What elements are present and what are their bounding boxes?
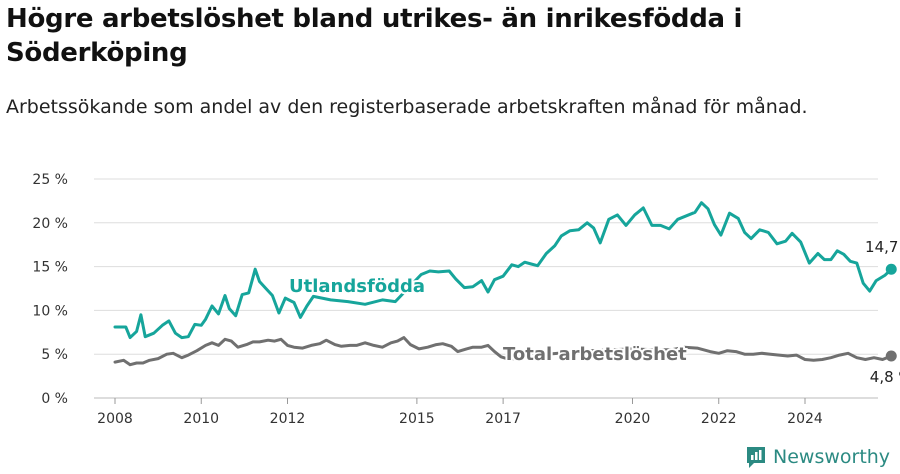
total-end-value: 4,8 % [870, 368, 900, 386]
x-tick-label: 2022 [701, 411, 737, 427]
y-tick-label: 10 % [32, 303, 68, 319]
total-series-label: Total arbetslöshet [503, 344, 687, 365]
utlandsfodda-series-label: Utlandsfödda [289, 276, 425, 297]
x-axis-ticks: 2008 2010 2012 2015 2017 2020 2022 2024 [97, 398, 823, 427]
total-arbetsloshet-end-marker [885, 350, 897, 362]
x-tick-label: 2020 [615, 411, 651, 427]
y-gridlines [94, 178, 878, 399]
x-tick-label: 2010 [183, 411, 219, 427]
newsworthy-logo-icon [747, 447, 765, 468]
y-tick-label: 5 % [41, 347, 68, 363]
newsworthy-brand: Newsworthy [745, 443, 890, 471]
utlandsfodda-end-marker [885, 263, 897, 275]
chart-subtitle: Arbetssökande som andel av den registerb… [6, 96, 808, 118]
y-tick-label: 20 % [32, 216, 68, 232]
x-tick-label: 2008 [97, 411, 133, 427]
total-arbetsloshet-line [113, 336, 893, 367]
x-tick-label: 2024 [787, 411, 823, 427]
y-tick-label: 25 % [32, 172, 68, 188]
y-tick-label: 0 % [41, 391, 68, 407]
series-lines [113, 201, 897, 367]
x-tick-label: 2017 [485, 411, 521, 427]
y-tick-label: 15 % [32, 260, 68, 276]
x-tick-label: 2015 [399, 411, 435, 427]
x-tick-label: 2012 [270, 411, 306, 427]
y-axis-ticks: 0 % 5 % 10 % 15 % 20 % 25 % [32, 172, 68, 407]
chart-title: Högre arbetslöshet bland utrikes- än inr… [6, 4, 743, 68]
brand-name: Newsworthy [773, 446, 891, 468]
utlandsfodda-end-value: 14,7 % [865, 238, 900, 256]
utlandsfodda-line [113, 201, 893, 340]
series-labels: 14,7 % 4,8 % Utlandsfödda Total arbetslöshe… [287, 238, 900, 386]
